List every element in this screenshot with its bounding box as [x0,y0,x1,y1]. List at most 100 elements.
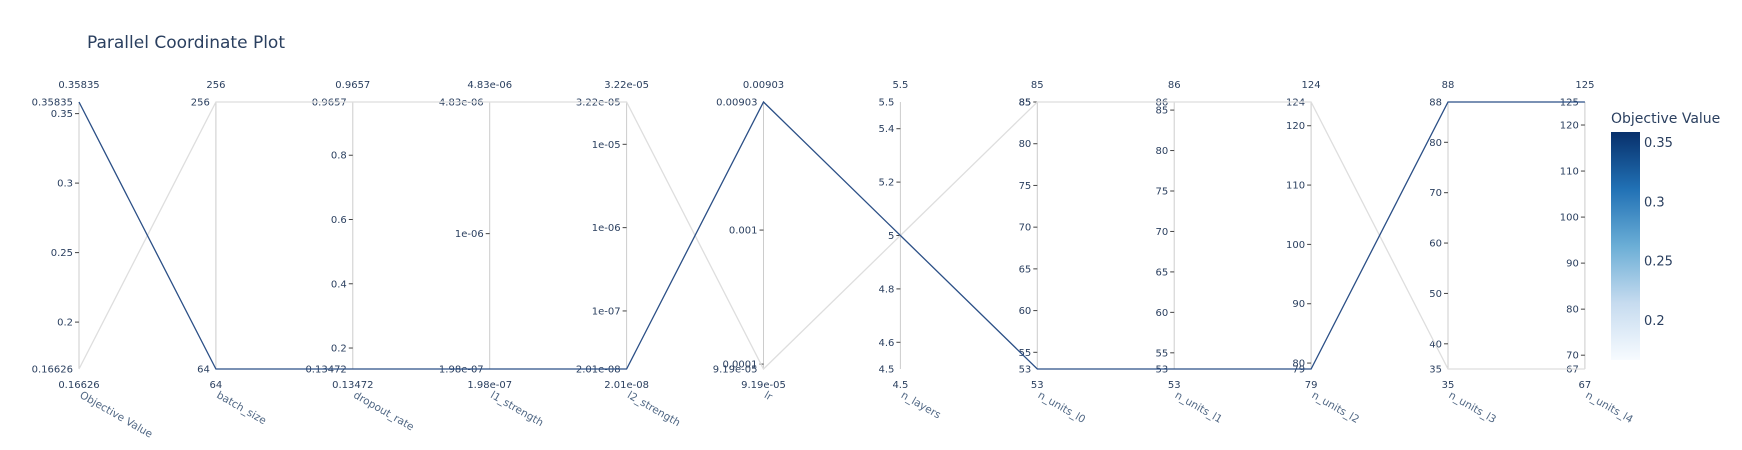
tick-label: 70 [1019,223,1032,234]
axis-end-label-top: 0.9657 [312,98,347,109]
axis-label-n-units-l4: n_units_l4 [1583,389,1635,426]
tick-label: 0.001 [729,226,758,237]
tick-label: 75 [1019,181,1032,192]
tick-label: 0.3 [57,179,73,190]
axis-end-label-top: 85 [1019,98,1032,109]
axes: 0.20.250.30.350.358350.166260.358350.166… [32,80,1636,441]
axis-end-label-bottom: 9.19e-05 [713,365,758,376]
axis-end-label-bottom: 2.01e-08 [576,365,621,376]
tick-label: 0.4 [331,279,347,290]
tick-label: 100 [1286,240,1305,251]
colorbar: Objective Value 0.2 0.25 0.3 0.35 [1611,111,1720,360]
tick-label: 90 [1566,259,1579,270]
tick-label: 55 [1155,348,1168,359]
axis-lr[interactable]: 0.0001 0.001 0.00903 9.19e-05 0.00903 9.19e-0… [713,80,786,404]
tick-label: 80 [1429,138,1442,149]
axis-max-label: 4.83e-06 [467,80,512,91]
axis-max-label: 5.5 [892,80,908,91]
axis-n-layers[interactable]: 4.64.855.25.45.54.55.54.5n_layers [878,80,942,421]
axis-label-n-units-l3: n_units_l3 [1447,389,1499,426]
tick-label: 5.4 [878,124,894,135]
tick-label: 100 [1560,213,1579,224]
tick-label: 120 [1560,121,1579,132]
axis-end-label-top: 125 [1560,98,1579,109]
tick-label: 120 [1286,121,1305,132]
tick-label: 110 [1560,167,1579,178]
axis-end-label-top: 88 [1429,98,1442,109]
axis-label-l1-strength: l1_strength [488,389,545,429]
colorbar-title: Objective Value [1611,111,1720,127]
axis-dropout-rate[interactable]: 0.20.40.60.80.96570.134720.96570.13472dr… [305,80,415,433]
axis-label-n-units-l2: n_units_l2 [1310,389,1362,426]
tick-label: 0.8 [331,151,347,162]
tick-label: 60 [1429,239,1442,250]
axis-max-label: 86 [1168,80,1181,91]
axis-l1-strength[interactable]: 1e-064.83e-061.98e-074.83e-061.98e-07l1_… [439,80,545,429]
tick-label: 65 [1155,267,1168,278]
axis-label-n-layers: n_layers [899,389,943,421]
tick-label: 70 [1429,188,1442,199]
axis-end-label-bottom: 35 [1429,365,1442,376]
tick-label: 1e-05 [592,140,621,151]
axis-label-n-units-l1: n_units_l1 [1173,389,1225,426]
axis-end-label-bottom: 4.5 [878,365,894,376]
axis-max-label: 85 [1031,80,1044,91]
tick-label: 4.6 [878,338,894,349]
axis-end-label-top: 0.35835 [32,98,73,109]
tick-label: 80 [1019,139,1032,150]
axis-max-label: 256 [206,80,225,91]
axis-objective-value[interactable]: 0.20.250.30.350.358350.166260.358350.166… [32,80,155,441]
axis-end-label-bottom: 53 [1019,365,1032,376]
tick-label: 65 [1019,264,1032,275]
tick-label: 80 [1566,305,1579,316]
axis-max-label: 124 [1302,80,1321,91]
axis-min-label: 9.19e-05 [741,380,786,391]
tick-label: 1e-06 [455,229,484,240]
axis-min-label: 67 [1579,380,1592,391]
axis-min-label: 4.5 [892,380,908,391]
tick-label: 110 [1286,181,1305,192]
tick-label: 4.8 [878,284,894,295]
tick-label: 0.35 [51,109,73,120]
tick-label: 1e-07 [592,306,621,317]
tick-label: 90 [1292,299,1305,310]
axis-end-label-bottom: 53 [1155,365,1168,376]
axis-min-label: 0.13472 [332,380,373,391]
axis-l2-strength[interactable]: 1e-07 1e-06 1e-05 3.22e-05 2.01e-08 3.22e-05 2… [576,80,682,429]
axis-max-label: 88 [1442,80,1455,91]
axis-end-label-bottom: 64 [197,365,210,376]
axis-max-label: 0.9657 [335,80,370,91]
colorbar-tick-label: 0.25 [1644,255,1673,270]
tick-label: 80 [1292,359,1305,370]
tick-label: 85 [1019,98,1032,109]
axis-label-n-units-l0: n_units_l0 [1036,389,1088,426]
axis-max-label: 125 [1575,80,1594,91]
tick-label: 85 [1155,106,1168,117]
axis-end-label-bottom: 67 [1566,365,1579,376]
axis-label-l2-strength: l2_strength [625,389,682,429]
trial-lines [78,100,1585,371]
tick-label: 70 [1566,351,1579,362]
axis-label-dropout-rate: dropout_rate [351,389,416,433]
chart-title: Parallel Coordinate Plot [87,33,285,53]
axis-min-label: 64 [210,380,223,391]
trial-line-2[interactable] [78,100,1585,370]
axis-min-label: 35 [1442,380,1455,391]
tick-label: 60 [1019,306,1032,317]
tick-label: 0.6 [331,215,347,226]
tick-label: 0.0001 [723,360,758,371]
tick-label: 0.2 [331,344,347,355]
axis-label-objective-value: Objective Value [78,389,155,440]
trial-line-1[interactable] [78,101,1585,371]
tick-label: 0.25 [51,248,73,259]
axis-end-label-top: 5.5 [878,98,894,109]
tick-label: 80 [1155,146,1168,157]
tick-label: 5.2 [878,178,894,189]
tick-label: 75 [1155,187,1168,198]
